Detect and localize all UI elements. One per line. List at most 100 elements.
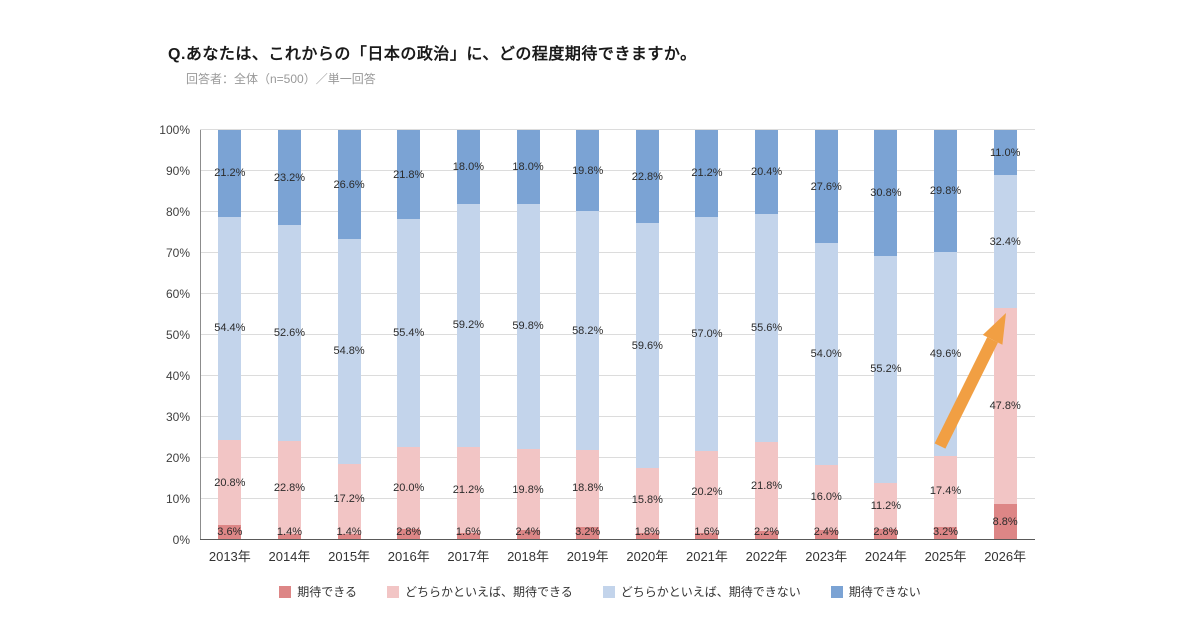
bar-segment — [516, 449, 540, 531]
bar-segment — [516, 203, 540, 449]
bar-segment — [576, 449, 600, 527]
bar-segment — [635, 532, 659, 540]
bar-segment — [874, 130, 898, 257]
gridline — [200, 293, 1035, 294]
segment-value-label: 1.6% — [455, 526, 481, 538]
segment-value-label: 29.8% — [929, 185, 962, 198]
bar-segment — [934, 130, 958, 253]
segment-value-label: 19.8% — [572, 164, 604, 177]
gridline — [200, 498, 1035, 499]
bar-segment — [874, 528, 898, 540]
page-subtitle: 回答者：全体（n=500）／単一回答 — [186, 72, 376, 86]
bar-segment — [277, 225, 301, 441]
x-tick-label: 2024年 — [864, 549, 907, 564]
bar-segment — [993, 307, 1017, 504]
segment-value-label: 1.6% — [694, 526, 720, 538]
segment-value-label: 21.2% — [691, 167, 723, 180]
x-tick-label: 2026年 — [984, 549, 1027, 564]
segment-value-label: 20.4% — [750, 165, 783, 178]
bar-segment — [695, 450, 719, 534]
bar-segment — [456, 130, 480, 204]
bar-segment — [814, 530, 838, 540]
segment-value-label: 58.2% — [572, 324, 604, 337]
segment-value-label: 2.4% — [813, 526, 839, 538]
bar-segment — [993, 503, 1017, 540]
stacked-bar — [218, 130, 242, 540]
x-tick-label: 2022年 — [745, 549, 788, 564]
trend-arrow-shaft — [934, 337, 998, 449]
x-tick-label: 2019年 — [566, 549, 609, 564]
segment-value-label: 55.6% — [750, 321, 783, 334]
bar-segment — [277, 440, 301, 535]
trend-arrow-head — [982, 313, 1006, 345]
x-tick-label: 2021年 — [685, 549, 728, 564]
bar-segment — [337, 463, 361, 535]
y-tick-label: 30% — [165, 410, 190, 424]
stacked-bar — [934, 130, 958, 540]
segment-value-label: 22.8% — [631, 170, 663, 183]
bar-segment — [695, 216, 719, 451]
bar-segment — [218, 439, 242, 526]
x-tick-label: 2014年 — [268, 549, 311, 564]
legend: 期待できる どちらかといえば、期待できる どちらかといえば、期待できない 期待できない — [0, 583, 1200, 600]
segment-value-label: 59.2% — [452, 319, 484, 332]
gridline — [200, 170, 1035, 171]
plot-area: 3.6% 20.8% 54.4% 21.2% 1.4% 22.8% 52.6% 23.2% 1.… — [200, 129, 1035, 540]
segment-value-label: 30.8% — [870, 187, 902, 200]
x-axis: 2013年 2014年 2015年 2016年 2017年 2018年 2019年 2020年… — [200, 546, 1035, 566]
bar-segment — [397, 528, 421, 540]
legend-label: 期待できない — [848, 585, 921, 599]
stacked-bar — [516, 130, 540, 540]
y-tick-label: 10% — [165, 492, 190, 506]
segment-value-label: 1.4% — [336, 526, 362, 538]
segment-value-label: 11.0% — [989, 146, 1021, 159]
x-tick-label: 2017年 — [447, 549, 490, 564]
legend-swatch — [386, 585, 399, 598]
legend-item: 期待できる — [279, 583, 357, 600]
segment-value-label: 18.0% — [512, 160, 544, 173]
bar-segment — [337, 239, 361, 464]
bar-segment — [397, 130, 421, 220]
segment-value-label: 54.4% — [214, 322, 246, 335]
segment-value-label: 20.0% — [393, 481, 425, 494]
bar-segment — [635, 467, 659, 533]
segment-value-label: 55.4% — [393, 326, 425, 339]
bar-segment — [695, 533, 719, 540]
bar-segment — [874, 256, 898, 483]
bar-segment — [218, 216, 242, 440]
segment-value-label: 15.8% — [631, 494, 663, 507]
bar-segment — [814, 243, 838, 465]
segment-value-label: 21.2% — [214, 167, 246, 180]
y-tick-label: 90% — [165, 164, 190, 178]
bar-segment — [635, 223, 659, 468]
bar-segment — [934, 252, 958, 456]
stacked-bar — [397, 130, 421, 540]
x-tick-label: 2023年 — [805, 549, 848, 564]
x-tick-label: 2020年 — [626, 549, 669, 564]
segment-value-label: 1.8% — [634, 526, 660, 538]
bar-segment — [993, 130, 1017, 176]
trend-arrow — [934, 313, 1006, 449]
segment-value-label: 59.6% — [631, 339, 663, 352]
segment-value-label: 49.6% — [929, 347, 962, 360]
y-tick-label: 60% — [165, 287, 190, 301]
segment-value-label: 59.8% — [512, 320, 544, 333]
segment-value-label: 2.8% — [396, 526, 422, 538]
segment-value-label: 3.2% — [575, 526, 601, 538]
segment-value-label: 21.2% — [452, 483, 484, 496]
bar-segment — [516, 130, 540, 204]
bar-segment — [456, 446, 480, 534]
stacked-bar — [993, 130, 1017, 540]
y-tick-label: 70% — [165, 246, 190, 260]
segment-value-label: 26.6% — [333, 178, 365, 191]
y-axis-line — [200, 130, 201, 540]
stacked-bar — [814, 130, 838, 540]
segment-value-label: 2.8% — [873, 526, 899, 538]
gridline — [200, 375, 1035, 376]
stacked-bar — [874, 130, 898, 540]
x-tick-label: 2016年 — [387, 549, 430, 564]
bar-segment — [874, 482, 898, 529]
segment-value-label: 3.6% — [217, 526, 243, 538]
stacked-bar — [755, 130, 779, 540]
